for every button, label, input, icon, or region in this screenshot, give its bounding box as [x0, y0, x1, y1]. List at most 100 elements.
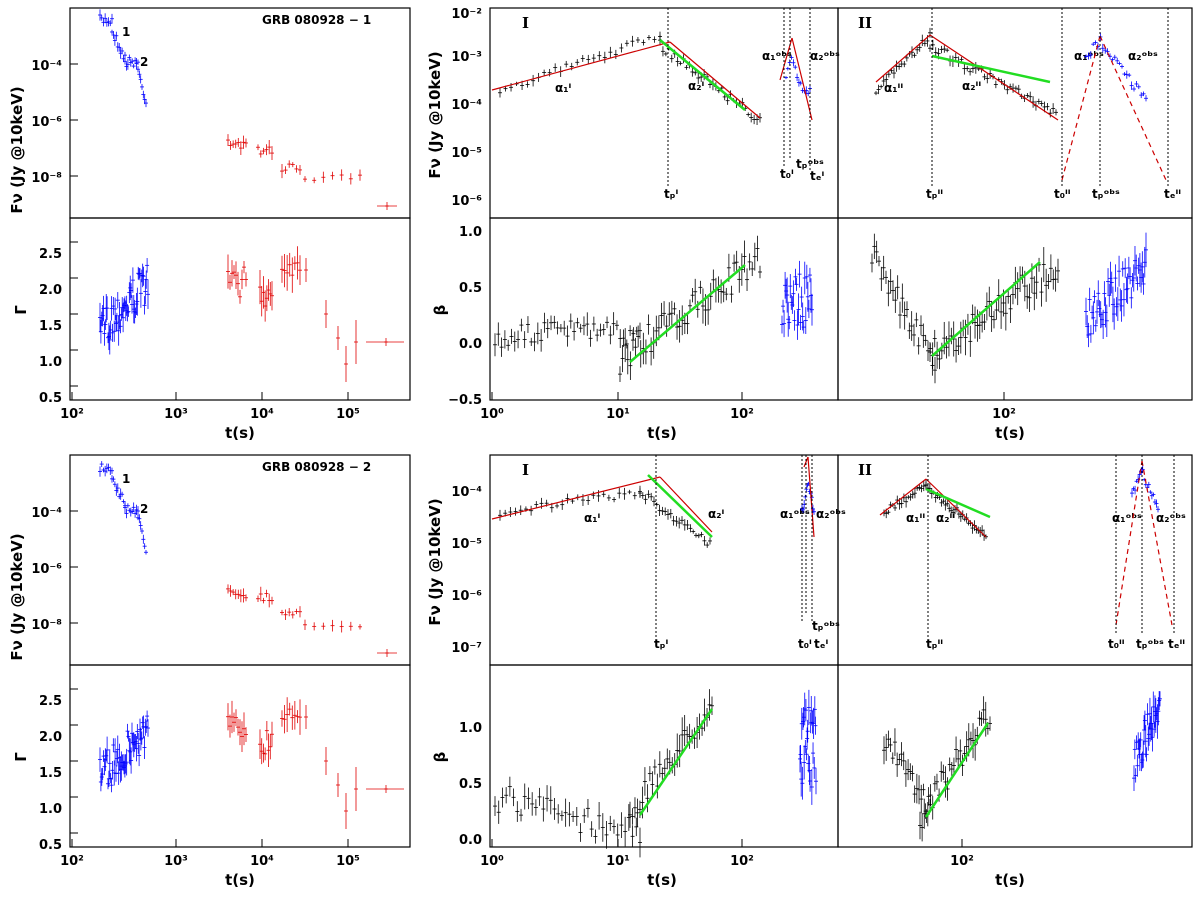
xtick-1e5: 10⁵ [336, 407, 360, 422]
xtick-1e4: 10⁴ [250, 407, 274, 422]
pulse-label-1: 1 [122, 25, 130, 39]
ylabel-beta: β [431, 304, 449, 315]
panel-frame [837, 217, 1193, 401]
fit-rise [875, 34, 931, 83]
fit-rise [491, 41, 671, 91]
ytick-1e-4: 10⁻⁴ [451, 485, 482, 500]
flux-data-points [70, 9, 397, 210]
flux-data-points [70, 461, 397, 657]
slope-a1II: α₁ᴵᴵ [884, 81, 903, 95]
beta-fit [629, 264, 746, 363]
slope-a2obs: α₂ᵒᵇˢ [1128, 49, 1158, 63]
pulse-I-data [491, 455, 816, 639]
tp-II: tₚᴵᴵ [926, 187, 943, 201]
pulse-I-beta-data [491, 235, 814, 400]
ytick-1e-4: 10⁻⁴ [451, 98, 482, 113]
panel-II-beta-2: 10² t(s) [837, 664, 1193, 889]
tp-obs: tₚᵒᵇˢ [1092, 187, 1120, 201]
xtick-1e2: 10² [950, 854, 974, 869]
ylabel-flux: Fν (Jy @10keV) [8, 86, 26, 213]
tp-II: tₚᴵᴵ [926, 637, 943, 651]
panel-frame [837, 664, 1193, 848]
ytick-beta-0: 0.0 [459, 337, 482, 352]
ytick-1e-5: 10⁻⁵ [451, 146, 482, 161]
xtick-1e2: 10² [730, 854, 754, 869]
pulse-II-data [879, 455, 1175, 639]
xtick-1e2: 10² [60, 854, 84, 869]
panel-II-flux-2: II α₁ᴵᴵ α₂ᴵᴵ α₁ᵒᵇˢ α₂ᵒᵇˢ tₚᴵᴵ t₀ᴵᴵ tₚᵒᵇˢ… [837, 454, 1193, 666]
fit-decay [925, 478, 987, 538]
fit-green [931, 54, 1051, 84]
xlabel-time: t(s) [225, 871, 255, 889]
ytick-gamma-2.0: 2.0 [39, 730, 62, 745]
tp-I: tₚᴵ [664, 187, 678, 201]
panel-II-flux-1: II α₁ᴵᴵ α₂ᴵᴵ α₁ᵒᵇˢ α₂ᵒᵇˢ tₚᴵᴵ t₀ᴵᴵ tₚᵒᵇˢ… [837, 7, 1193, 219]
tp-obs: tₚᵒᵇˢ [1136, 637, 1164, 651]
fit-spike-rise [1115, 460, 1143, 626]
panel-frame [69, 217, 411, 401]
ytick-flux-1e-6: 10⁻⁶ [31, 115, 62, 130]
xtick-1e2: 10² [60, 407, 84, 422]
t0-I: t₀ᴵ [798, 637, 812, 651]
slope-a1II: α₁ᴵᴵ [906, 511, 925, 525]
fit-spike-rise [1061, 35, 1101, 181]
ytick-gamma-2.5: 2.5 [39, 694, 62, 709]
panel-left-gamma-2: 0.5 1.0 1.5 2.0 2.5 Γ 10² 10³ 10⁴ 10⁵ t(… [12, 664, 411, 889]
ytick-gamma-0.5: 0.5 [39, 838, 62, 853]
fit-decay [929, 34, 1059, 121]
fit-rise [879, 478, 927, 516]
slope-a2obs: α₂ᵒᵇˢ [810, 49, 840, 63]
ytick-gamma-2.5: 2.5 [39, 247, 62, 262]
pulse-II-beta-data [882, 691, 1162, 847]
fit-spike-rise [803, 456, 809, 468]
t0-II: t₀ᴵᴵ [1054, 187, 1071, 201]
ytick-1e-6: 10⁻⁶ [451, 589, 482, 604]
xtick-1e5: 10⁵ [336, 854, 360, 869]
xtick-1e2: 10² [730, 407, 754, 422]
ytick-gamma-1.0: 1.0 [39, 802, 62, 817]
slope-a2obs: α₂ᵒᵇˢ [816, 507, 846, 521]
ytick-beta-0: 0.0 [459, 833, 482, 848]
ytick-1e-5: 10⁻⁵ [451, 537, 482, 552]
ytick-flux-1e-4: 10⁻⁴ [31, 59, 62, 74]
xtick-1e1: 10¹ [606, 407, 630, 422]
pulse-I-data [491, 8, 813, 188]
panel-left-gamma-1: 0.5 1.0 1.5 2.0 2.5 Γ 10² 10³ 10⁴ 10⁵ t(… [12, 217, 411, 442]
ytick-beta-1.0: 1.0 [459, 721, 482, 736]
ylabel-flux: Fν (Jy @10keV) [426, 51, 444, 178]
xtick-1e0: 10⁰ [480, 854, 504, 869]
slope-a1I: α₁ᴵ [555, 81, 572, 95]
gamma-data-points [70, 241, 404, 400]
xlabel-time: t(s) [647, 424, 677, 442]
xtick-1e0: 10⁰ [480, 407, 504, 422]
ytick-beta-neg: −0.5 [448, 393, 482, 408]
beta-fit [924, 722, 990, 818]
ytick-flux-1e-4: 10⁻⁴ [31, 506, 62, 521]
pulse-II-data [874, 8, 1169, 186]
panel-label-I: I [522, 14, 529, 32]
fit-green [925, 487, 991, 519]
panel-I-beta-2: 0.0 0.5 1.0 β 10⁰ 10¹ 10² t(s) [431, 664, 839, 889]
xtick-1e3: 10³ [164, 854, 188, 869]
xtick-1e4: 10⁴ [250, 854, 274, 869]
fit-spike-decay [1141, 460, 1173, 626]
pulse-label-1: 1 [122, 472, 130, 486]
top-half: GRB 080928 − 1 1 2 10⁻⁸ 10⁻⁶ 10⁻⁴ Fν (Jy… [8, 7, 1193, 442]
panel-label-II: II [858, 461, 872, 479]
slope-a2I: α₂ᴵ [688, 79, 705, 93]
xtick-1e3: 10³ [164, 407, 188, 422]
panel-frame [69, 664, 411, 848]
t0-II: t₀ᴵᴵ [1108, 637, 1125, 651]
t0-I: t₀ᴵ [780, 167, 794, 181]
tp-I: tₚᴵ [654, 637, 668, 651]
ytick-beta-1.0: 1.0 [459, 225, 482, 240]
panel-left-flux-1: GRB 080928 − 1 1 2 10⁻⁸ 10⁻⁶ 10⁻⁴ Fν (Jy… [8, 7, 411, 219]
fit-decay [669, 41, 761, 119]
ytick-1e-7: 10⁻⁷ [451, 641, 482, 656]
ylabel-beta: β [431, 751, 449, 762]
slope-a1obs: α₁ᵒᵇˢ [1112, 511, 1142, 525]
fit-green [647, 474, 713, 538]
pulse-II-beta-data [870, 232, 1148, 400]
ytick-gamma-1.5: 1.5 [39, 766, 62, 781]
